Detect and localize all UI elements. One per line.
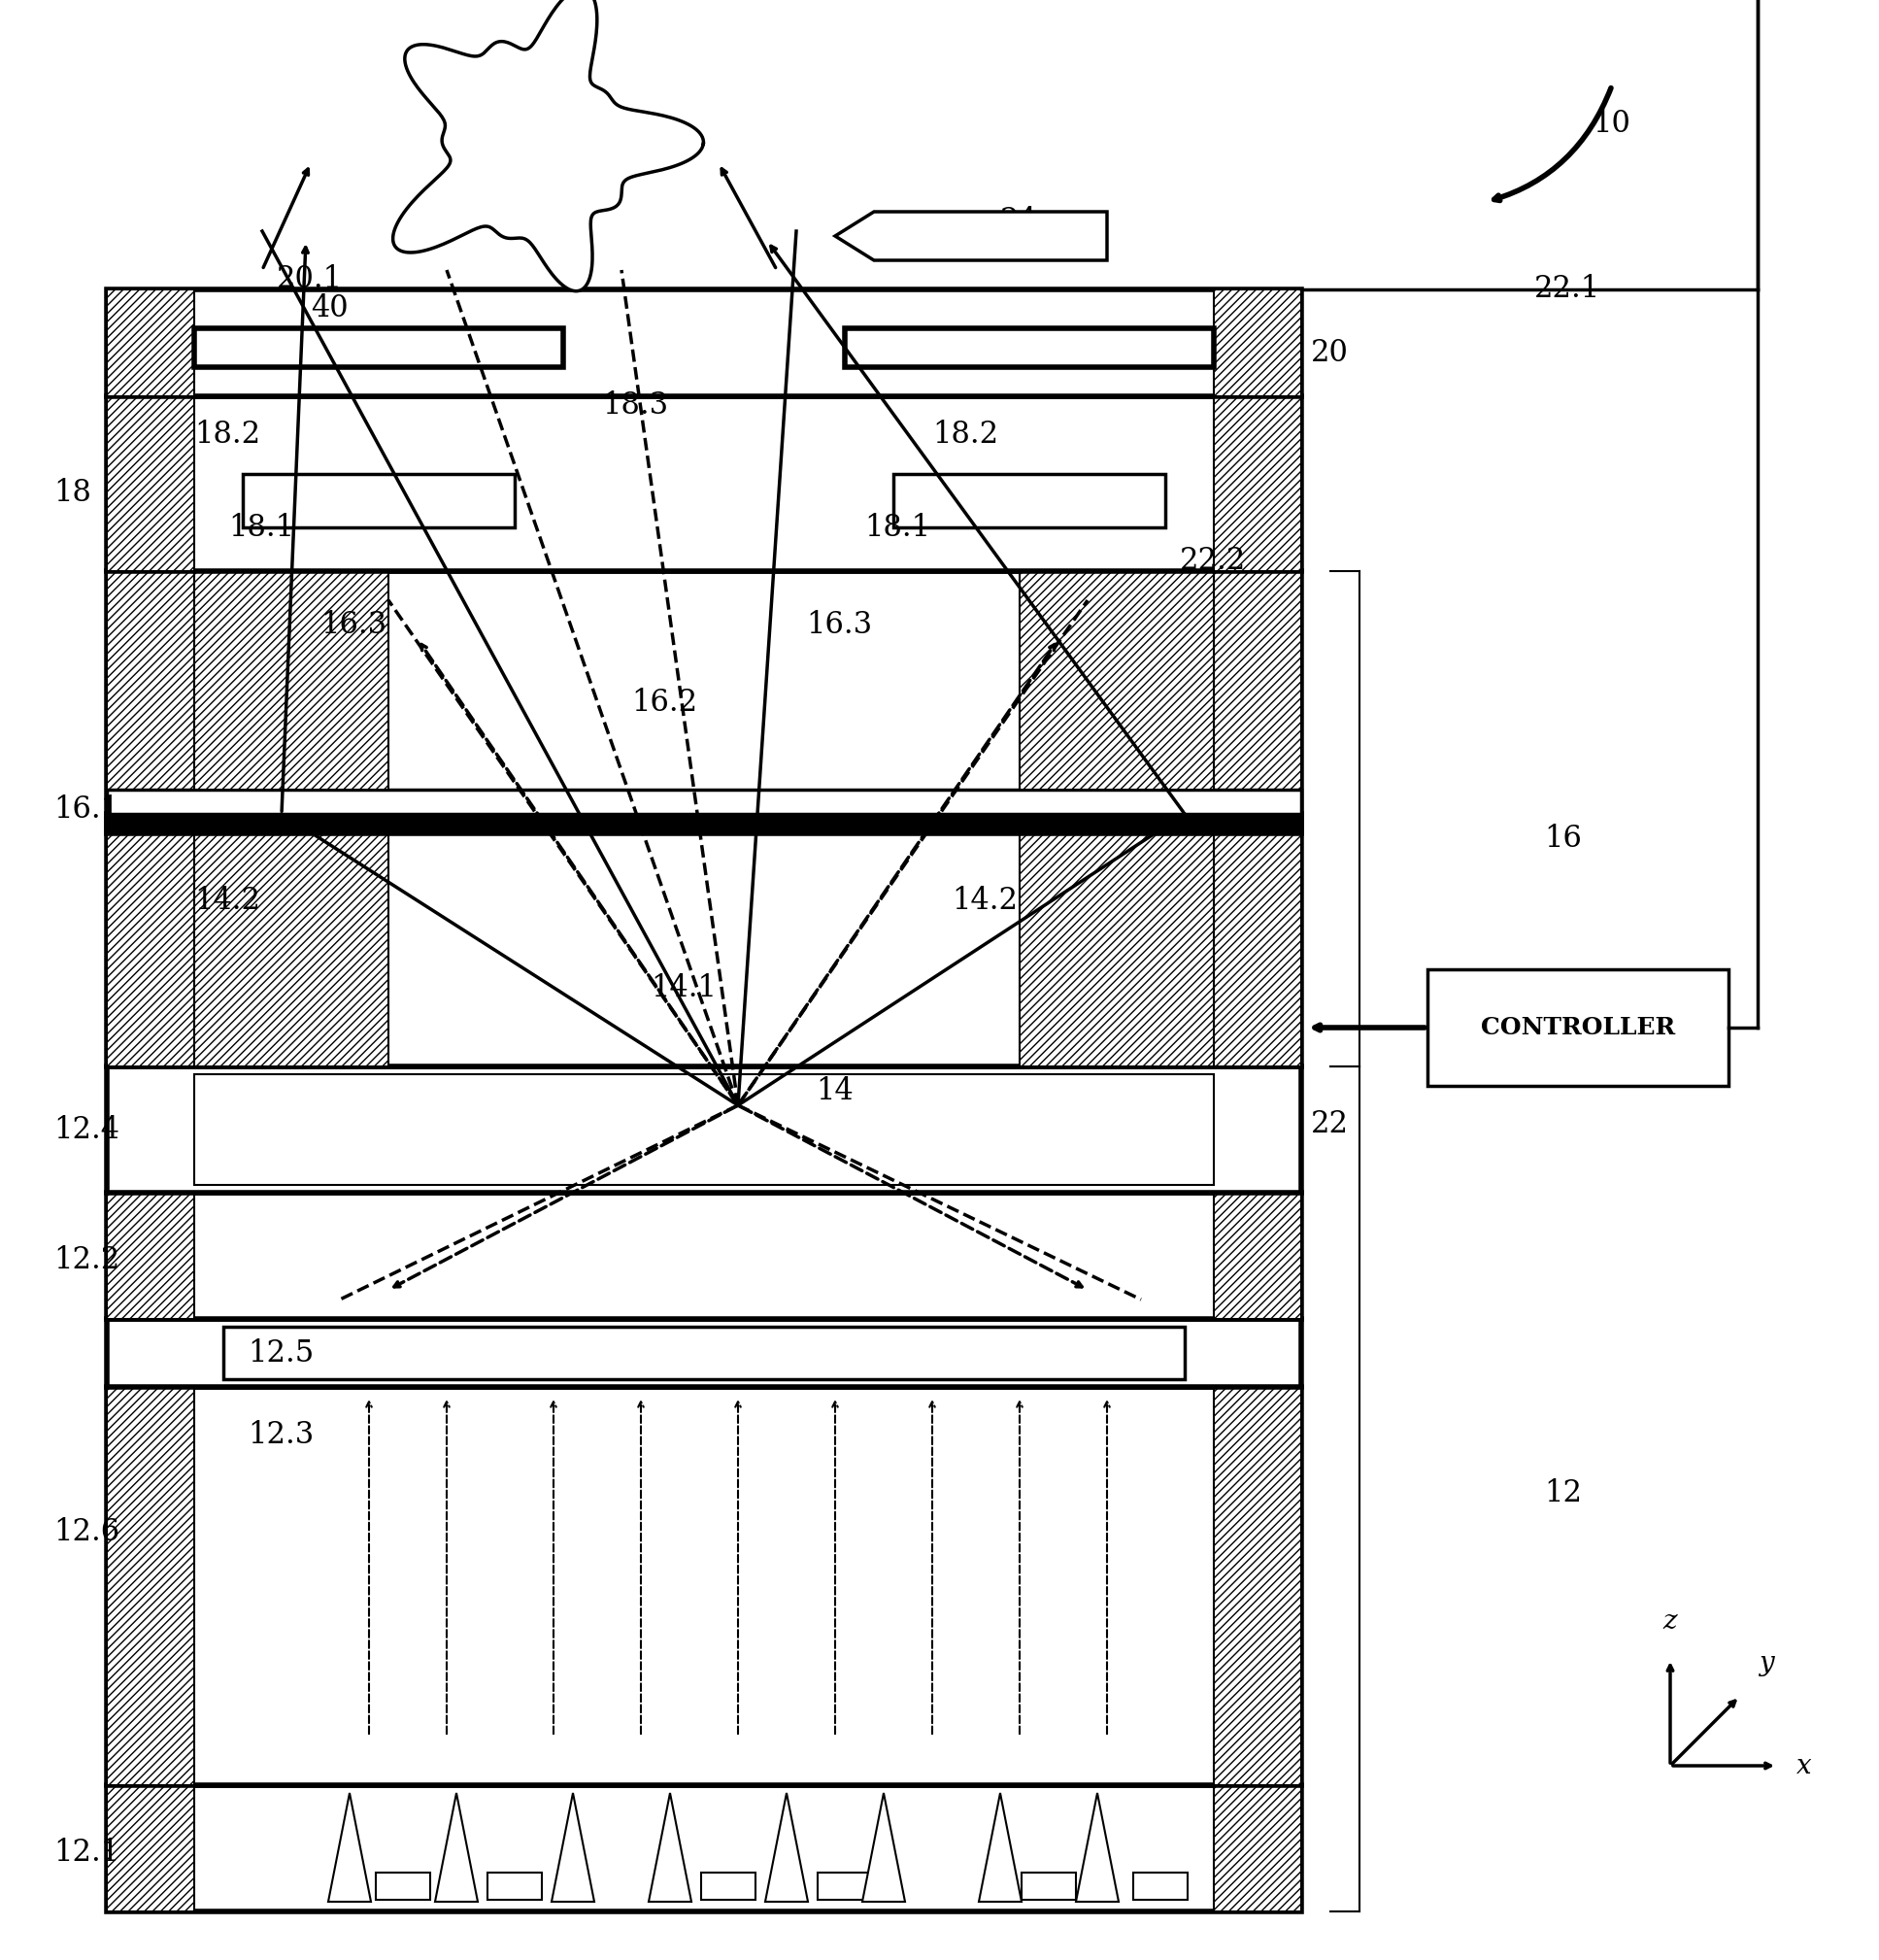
Text: 16.1: 16.1 bbox=[53, 794, 120, 823]
Text: x: x bbox=[1796, 1752, 1811, 1780]
Bar bbox=[194, 327, 564, 367]
Text: 22.1: 22.1 bbox=[1535, 274, 1601, 304]
Bar bbox=[107, 1066, 1302, 1194]
Circle shape bbox=[436, 27, 564, 155]
Text: 12.4: 12.4 bbox=[53, 1115, 120, 1145]
Bar bbox=[194, 823, 389, 1066]
Bar bbox=[194, 570, 389, 790]
Polygon shape bbox=[329, 1793, 370, 1901]
Bar bbox=[1214, 570, 1302, 1066]
Text: 16.3: 16.3 bbox=[806, 610, 872, 639]
Bar bbox=[107, 1319, 1302, 1388]
Bar bbox=[893, 474, 1165, 527]
Polygon shape bbox=[436, 1793, 477, 1901]
Text: 14.2: 14.2 bbox=[194, 886, 261, 917]
Text: 22.2: 22.2 bbox=[1180, 547, 1246, 576]
Text: 30: 30 bbox=[549, 12, 586, 43]
Text: 14: 14 bbox=[815, 1076, 853, 1105]
Bar bbox=[107, 1194, 1302, 1319]
Text: z: z bbox=[1663, 1609, 1678, 1635]
Text: 18: 18 bbox=[53, 478, 92, 508]
Bar bbox=[1020, 570, 1214, 790]
Text: 22: 22 bbox=[1312, 1109, 1349, 1141]
Bar bbox=[487, 1872, 541, 1899]
Bar bbox=[107, 570, 194, 1066]
Text: CONTROLLER: CONTROLLER bbox=[1481, 1015, 1676, 1039]
Text: 18.3: 18.3 bbox=[601, 390, 669, 421]
Bar bbox=[376, 1872, 430, 1899]
Circle shape bbox=[395, 137, 500, 243]
Polygon shape bbox=[1077, 1793, 1118, 1901]
Bar bbox=[107, 290, 194, 396]
Bar bbox=[107, 813, 1302, 833]
Text: 18.2: 18.2 bbox=[932, 419, 998, 451]
Bar bbox=[107, 1786, 1302, 1911]
Text: 12.6: 12.6 bbox=[53, 1517, 120, 1548]
Text: 16: 16 bbox=[1545, 823, 1582, 853]
Polygon shape bbox=[393, 0, 703, 292]
Circle shape bbox=[395, 98, 545, 249]
Bar bbox=[701, 1872, 755, 1899]
Bar bbox=[107, 1388, 194, 1786]
Bar bbox=[1428, 970, 1729, 1086]
Text: 18.1: 18.1 bbox=[227, 512, 295, 543]
Text: 18.2: 18.2 bbox=[194, 419, 261, 451]
Bar bbox=[107, 1194, 194, 1319]
Bar bbox=[846, 327, 1214, 367]
Text: 16.2: 16.2 bbox=[631, 688, 697, 717]
Bar bbox=[107, 396, 1302, 570]
Polygon shape bbox=[979, 1793, 1022, 1901]
Text: 12.2: 12.2 bbox=[53, 1247, 120, 1276]
Polygon shape bbox=[648, 1793, 691, 1901]
Text: 16.3: 16.3 bbox=[321, 610, 387, 639]
Bar bbox=[1020, 823, 1214, 1066]
Bar bbox=[107, 1786, 194, 1911]
Text: 20: 20 bbox=[1312, 337, 1349, 368]
Bar bbox=[224, 1327, 1184, 1380]
Bar bbox=[1133, 1872, 1188, 1899]
Circle shape bbox=[417, 27, 650, 261]
Bar bbox=[194, 1074, 1214, 1186]
Circle shape bbox=[569, 137, 675, 243]
Bar bbox=[1214, 396, 1302, 570]
Text: 18.1: 18.1 bbox=[864, 512, 930, 543]
Text: 14.2: 14.2 bbox=[951, 886, 1018, 917]
Polygon shape bbox=[552, 1793, 594, 1901]
Text: 12: 12 bbox=[1545, 1478, 1582, 1509]
Text: 12.1: 12.1 bbox=[53, 1838, 120, 1868]
Polygon shape bbox=[862, 1793, 906, 1901]
Text: 10: 10 bbox=[1593, 110, 1631, 139]
Bar bbox=[1214, 290, 1302, 396]
Text: 20.1: 20.1 bbox=[276, 265, 342, 294]
Bar bbox=[1214, 1786, 1302, 1911]
Bar bbox=[107, 570, 1302, 1066]
Polygon shape bbox=[765, 1793, 808, 1901]
Bar bbox=[107, 396, 194, 570]
Bar bbox=[1214, 1388, 1302, 1786]
Circle shape bbox=[470, 143, 598, 272]
Bar bbox=[1214, 1194, 1302, 1319]
Circle shape bbox=[522, 98, 675, 249]
Bar bbox=[817, 1872, 872, 1899]
Bar bbox=[107, 290, 1302, 396]
Text: 12.5: 12.5 bbox=[248, 1339, 314, 1368]
Text: 14.1: 14.1 bbox=[650, 974, 716, 1004]
Text: y: y bbox=[1759, 1650, 1774, 1678]
Bar bbox=[107, 1388, 1302, 1786]
Bar bbox=[107, 790, 1302, 813]
Text: 12.3: 12.3 bbox=[248, 1421, 314, 1450]
Circle shape bbox=[505, 27, 633, 155]
Text: 40: 40 bbox=[310, 294, 348, 323]
Bar bbox=[242, 474, 515, 527]
Bar bbox=[1022, 1872, 1077, 1899]
Text: 24: 24 bbox=[1000, 206, 1037, 237]
Polygon shape bbox=[834, 212, 1107, 261]
